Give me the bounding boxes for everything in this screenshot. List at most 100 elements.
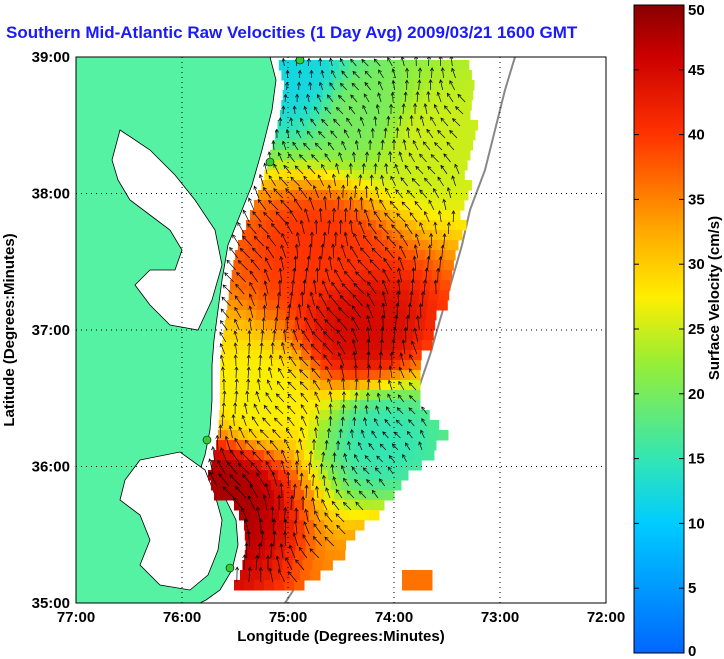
field-cell: [377, 160, 388, 171]
velocity-arrow: [219, 332, 227, 343]
velocity-arrowhead: [362, 104, 367, 110]
velocity-arrow: [287, 393, 297, 403]
velocity-arrow: [336, 107, 344, 115]
field-cell: [302, 140, 313, 151]
field-cell: [292, 340, 303, 351]
velocity-arrow: [263, 212, 274, 223]
velocity-arrow: [328, 185, 332, 199]
velocity-arrow: [341, 465, 346, 475]
velocity-arrowhead: [407, 302, 412, 307]
velocity-arrowhead: [258, 566, 263, 571]
velocity-arrowhead: [268, 199, 273, 204]
velocity-arrowhead: [409, 290, 414, 295]
field-cell: [278, 430, 289, 441]
velocity-arrowhead: [270, 341, 275, 346]
field-cell: [261, 460, 272, 471]
velocity-arrow: [331, 464, 334, 475]
velocity-arrowhead: [320, 243, 325, 248]
field-cell: [306, 310, 317, 321]
velocity-arrow: [276, 556, 281, 571]
field-cell: [339, 410, 350, 421]
velocity-arrow: [427, 57, 430, 67]
field-cell: [333, 330, 344, 341]
field-cell: [351, 460, 362, 471]
velocity-arrowhead: [347, 440, 351, 446]
field-cell: [244, 500, 255, 511]
velocity-arrowhead: [266, 234, 271, 239]
velocity-arrowhead: [373, 210, 378, 215]
velocity-arrowhead: [337, 94, 342, 99]
field-cell: [428, 190, 439, 201]
field-cell: [423, 260, 434, 271]
velocity-arrow: [263, 187, 272, 199]
velocity-arrow: [411, 341, 418, 355]
field-cell: [306, 440, 317, 451]
velocity-arrowhead: [376, 392, 381, 397]
field-cell: [280, 210, 291, 221]
velocity-arrow: [246, 542, 248, 559]
field-cell: [394, 320, 406, 331]
velocity-arrow: [384, 419, 391, 427]
velocity-arrow: [240, 451, 251, 463]
velocity-arrowhead: [321, 163, 325, 169]
field-cell: [264, 580, 275, 591]
field-cell: [400, 370, 411, 381]
velocity-arrowhead: [300, 117, 304, 122]
velocity-arrow: [382, 303, 386, 319]
velocity-arrow: [411, 279, 414, 295]
velocity-arrowhead: [446, 186, 451, 192]
velocity-arrow: [313, 280, 317, 295]
velocity-arrow: [409, 395, 417, 403]
velocity-arrowhead: [242, 209, 247, 214]
field-cell: [236, 440, 247, 451]
velocity-arrowhead: [307, 165, 312, 170]
velocity-arrow: [258, 224, 269, 235]
velocity-arrow: [223, 390, 225, 403]
field-cell: [301, 70, 312, 81]
field-cell: [264, 320, 276, 331]
velocity-arrowhead: [241, 414, 246, 419]
velocity-arrowhead: [252, 211, 257, 216]
velocity-arrowhead: [235, 566, 240, 571]
velocity-arrowhead: [343, 207, 348, 212]
velocity-arrow: [392, 339, 394, 355]
velocity-arrow: [294, 106, 296, 115]
velocity-arrow: [337, 196, 340, 211]
velocity-arrowhead: [248, 197, 252, 202]
field-cell: [408, 430, 419, 441]
velocity-arrow: [274, 417, 283, 427]
field-cell: [388, 420, 400, 431]
field-cell: [234, 580, 245, 591]
velocity-arrow: [312, 497, 316, 511]
velocity-arrowhead: [307, 461, 312, 466]
velocity-arrowhead: [401, 201, 406, 206]
field-cell: [288, 60, 300, 71]
field-cell: [294, 170, 305, 181]
field-cell: [340, 390, 351, 401]
velocity-arrowhead: [222, 486, 227, 491]
velocity-arrowhead: [397, 394, 402, 399]
field-cell: [250, 360, 261, 371]
velocity-arrow: [386, 235, 397, 247]
field-cell: [304, 530, 316, 541]
velocity-arrow: [343, 502, 352, 511]
field-cell: [261, 350, 272, 361]
velocity-arrow: [311, 154, 319, 163]
velocity-arrowhead: [221, 366, 225, 371]
field-cell: [434, 200, 445, 211]
field-cell: [430, 110, 441, 121]
velocity-arrowhead: [275, 555, 280, 560]
velocity-arrowhead: [366, 338, 371, 343]
velocity-arrowhead: [415, 91, 420, 96]
velocity-arrowhead: [257, 366, 262, 371]
field-cell: [350, 380, 361, 391]
velocity-arrowhead: [421, 418, 425, 423]
velocity-arrow: [351, 305, 362, 319]
field-cell: [374, 200, 385, 211]
velocity-arrowhead: [303, 175, 308, 180]
velocity-arrowhead: [235, 283, 240, 288]
velocity-arrowhead: [335, 488, 340, 494]
field-cell: [418, 60, 430, 71]
field-cell: [361, 100, 372, 111]
velocity-arrow: [422, 291, 424, 307]
